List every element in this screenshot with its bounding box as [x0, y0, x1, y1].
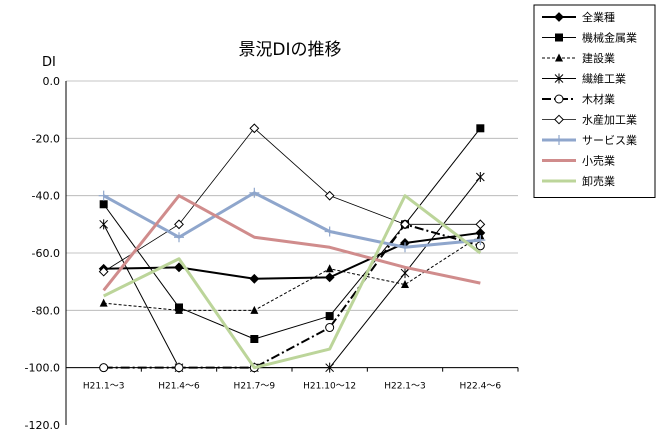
- legend-label: サービス業: [582, 134, 637, 147]
- legend-label: 繊維工業: [582, 73, 626, 86]
- series-line: [103, 127, 481, 340]
- legend-marker: [555, 33, 563, 42]
- data-point: [99, 200, 108, 209]
- data-point: [400, 242, 410, 253]
- data-point: [174, 219, 184, 230]
- data-point: [325, 264, 334, 273]
- data-point: [324, 272, 335, 283]
- legend-marker: [554, 94, 564, 104]
- chart-title: 景況DIの推移: [238, 40, 341, 60]
- x-tick-labels: H21.1～3 H21.4～6 H21.7～9 H21.10～12 H22.1～3 H22…: [83, 382, 501, 392]
- x-tick-label: H21.4～6: [158, 382, 200, 392]
- series-line: [102, 191, 481, 249]
- legend-entry: 建設業: [542, 51, 615, 65]
- legend-entry: 全業種: [542, 10, 615, 24]
- x-tick-label: H22.1～3: [384, 382, 426, 392]
- data-point: [476, 124, 485, 133]
- legend-entry: 木材業: [542, 92, 615, 106]
- legend-label: 全業種: [582, 10, 615, 24]
- legend-marker: [554, 73, 564, 84]
- data-point: [99, 219, 109, 230]
- data-point: [174, 262, 184, 273]
- legend-label: 水産加工業: [582, 114, 637, 127]
- data-point: [325, 362, 335, 373]
- data-point: [325, 323, 335, 333]
- series-7: [98, 187, 486, 253]
- legend-marker: [554, 135, 564, 145]
- data-point: [475, 219, 486, 230]
- legend-entry: 小売業: [542, 155, 615, 168]
- y-tick-label: -120.0: [25, 419, 60, 432]
- x-tick-label: H22.4～6: [460, 382, 502, 392]
- series-line: [103, 231, 481, 280]
- legend-entry: サービス業: [542, 134, 637, 147]
- series-line: [103, 223, 481, 369]
- data-point: [249, 273, 260, 284]
- y-tick-label: 0.0: [43, 75, 61, 88]
- y-tick-labels: 0.0 -20.0 -40.0 -60.0 -80.0 -100.0 -120.0: [25, 75, 60, 432]
- data-point: [174, 363, 184, 373]
- y-tick-label: -80.0: [32, 304, 60, 317]
- data-point: [475, 235, 486, 246]
- data-point: [98, 190, 109, 201]
- legend-marker: [554, 114, 564, 125]
- series-8: [102, 194, 481, 292]
- data-point: [400, 268, 410, 279]
- y-tick-label: -40.0: [32, 190, 60, 203]
- series-1: [98, 228, 486, 284]
- data-point: [324, 226, 335, 237]
- series-6: [98, 123, 486, 277]
- x-tick-label: H21.1～3: [83, 382, 125, 392]
- series-line: [103, 194, 482, 370]
- legend-label: 機械金属業: [582, 31, 637, 45]
- legend-marker: [554, 12, 564, 22]
- x-tick-label: H21.7～9: [234, 382, 276, 392]
- legend-label: 木材業: [582, 92, 615, 106]
- legend-marker: [555, 53, 563, 62]
- y-tick-label: -20.0: [32, 132, 60, 145]
- y-tick-label: -100.0: [25, 362, 60, 375]
- legend-label: 建設業: [582, 51, 615, 65]
- legend-label: 卸売業: [582, 174, 615, 188]
- legend-label: 小売業: [582, 155, 615, 168]
- data-point: [249, 187, 260, 198]
- series-line: [102, 194, 481, 292]
- x-tick-label: H21.10～12: [303, 382, 356, 392]
- legend-entry: 水産加工業: [542, 114, 637, 127]
- data-point: [249, 123, 260, 134]
- series-layer: [98, 123, 486, 373]
- y-axis-label: DI: [42, 55, 56, 70]
- data-point: [174, 232, 184, 243]
- data-point: [401, 280, 409, 289]
- y-tick-label: -60.0: [32, 247, 60, 260]
- legend-entry: 卸売業: [542, 174, 615, 188]
- data-point: [475, 172, 485, 183]
- data-point: [400, 219, 410, 230]
- data-point: [325, 312, 334, 321]
- data-point: [99, 363, 109, 373]
- data-point: [324, 190, 335, 201]
- series-line: [103, 127, 481, 272]
- data-point: [250, 335, 259, 343]
- series-9: [103, 194, 482, 370]
- data-point: [175, 305, 183, 314]
- data-point: [250, 305, 259, 314]
- data-point: [98, 266, 109, 277]
- series-line: [103, 176, 481, 369]
- series-3: [99, 231, 485, 314]
- legend-entry: 繊維工業: [542, 73, 626, 86]
- legend-entry: 機械金属業: [542, 31, 637, 45]
- data-point: [99, 298, 108, 307]
